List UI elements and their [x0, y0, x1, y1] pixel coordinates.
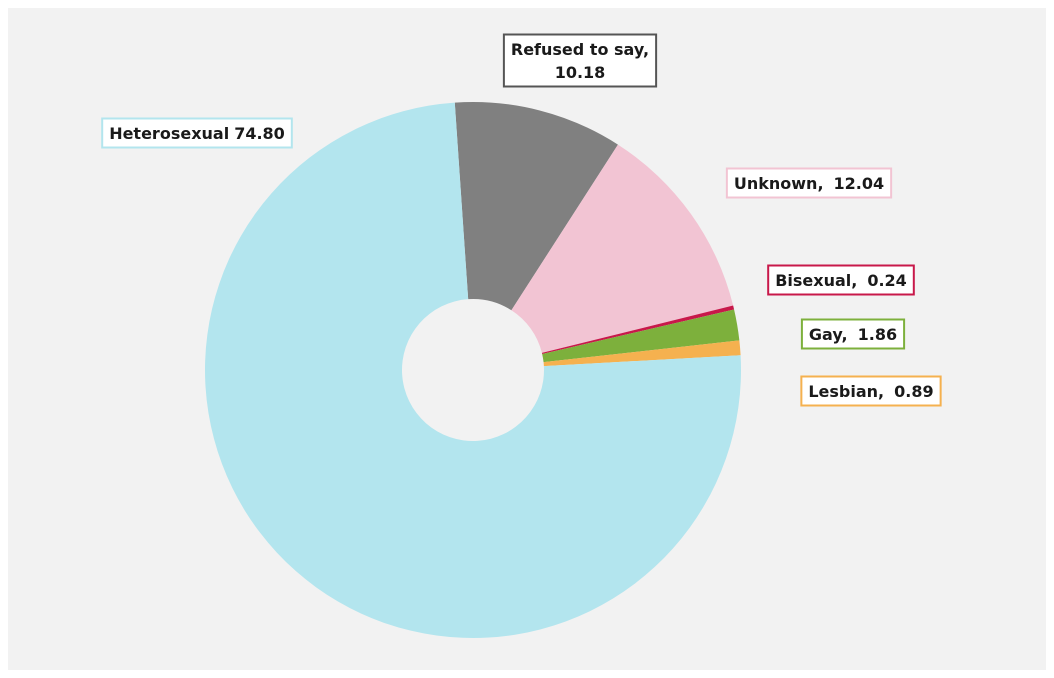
- data-label: Gay, 1.86: [800, 318, 906, 350]
- data-label: Bisexual, 0.24: [767, 264, 915, 296]
- label-text: Heterosexual 74.80: [109, 124, 285, 143]
- label-text: Lesbian, 0.89: [808, 382, 933, 401]
- category-label: Bisexual,: [775, 271, 857, 290]
- data-label: Unknown, 12.04: [725, 167, 893, 199]
- label-text: Gay, 1.86: [809, 325, 897, 344]
- label-box: [800, 318, 906, 350]
- label-box: [502, 33, 658, 88]
- category-label: Gay,: [809, 325, 848, 344]
- label-text: Unknown, 12.04: [734, 174, 884, 193]
- value-label: 1.86: [858, 325, 897, 344]
- data-label: Lesbian, 0.89: [800, 375, 942, 407]
- donut-slice: [541, 305, 735, 354]
- donut-slice: [543, 340, 741, 367]
- label-text: Bisexual, 0.24: [775, 271, 907, 290]
- data-label: Refused to say, 10.18: [502, 33, 658, 88]
- label-box: [101, 117, 293, 149]
- label-text: Refused to say, 10.18: [511, 40, 649, 82]
- data-label: Heterosexual 74.80: [101, 117, 293, 149]
- donut-slice: [511, 144, 734, 353]
- category-label: Heterosexual: [109, 124, 229, 143]
- label-box: [725, 167, 893, 199]
- category-label: Refused to say,: [511, 40, 649, 59]
- category-label: Lesbian,: [808, 382, 884, 401]
- value-label: 10.18: [555, 63, 606, 82]
- label-box: [767, 264, 915, 296]
- donut-slice: [542, 309, 740, 363]
- donut-slice: [205, 102, 742, 639]
- donut-slice: [454, 102, 618, 311]
- value-label: 74.80: [234, 124, 285, 143]
- value-label: 12.04: [834, 174, 885, 193]
- value-label: 0.89: [894, 382, 933, 401]
- category-label: Unknown,: [734, 174, 824, 193]
- label-box: [800, 375, 942, 407]
- value-label: 0.24: [867, 271, 906, 290]
